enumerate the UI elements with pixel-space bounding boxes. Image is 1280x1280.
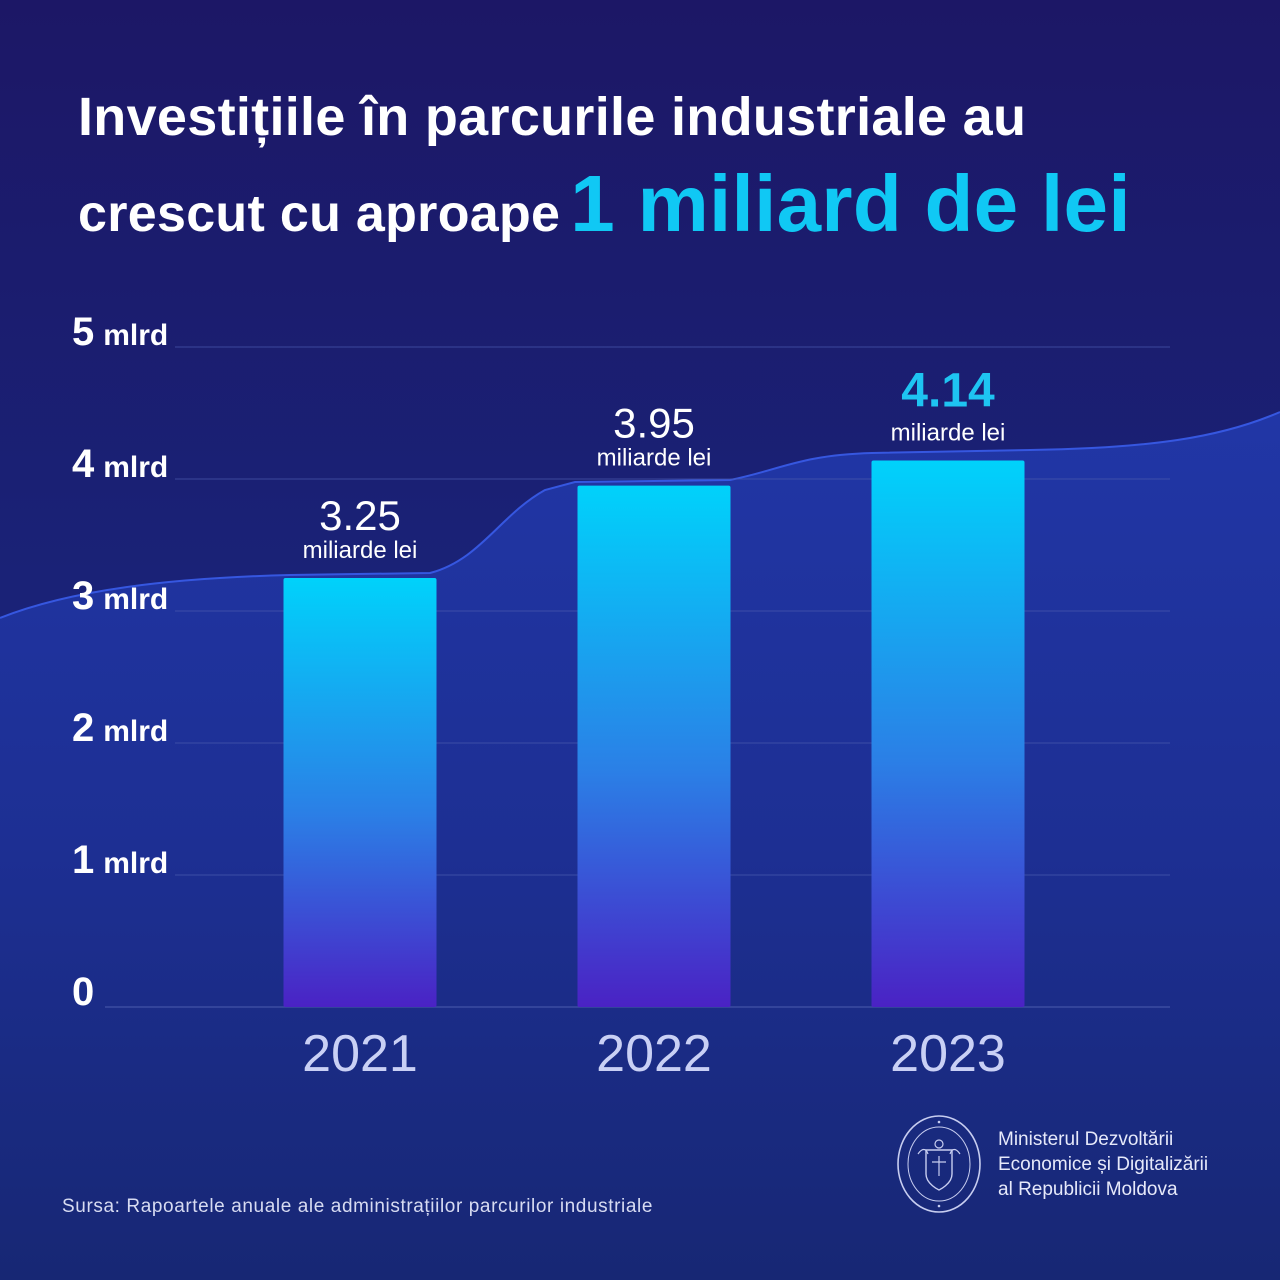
y-tick-unit: mlrd <box>103 319 168 352</box>
title-line-1: Investițiile în parcurile industriale au <box>78 87 1027 147</box>
x-tick-label-2021: 2021 <box>302 1025 418 1083</box>
bar-2022 <box>577 485 731 1008</box>
data-label-unit-2023: miliarde lei <box>891 420 1006 447</box>
y-tick-unit: mlrd <box>103 451 168 484</box>
y-tick-number: 5 <box>72 310 94 354</box>
ministry-name: Ministerul Dezvoltării Economice și Digi… <box>998 1127 1208 1202</box>
ministry-line-2: Economice și Digitalizării <box>998 1154 1209 1175</box>
title-highlight: 1 miliard de lei <box>570 159 1131 248</box>
title-line-2: crescut cu aproape 1 miliard de lei <box>78 158 1228 250</box>
y-tick-label-0: 0 <box>72 970 94 1014</box>
coat-of-arms-seal-icon <box>897 1115 981 1213</box>
y-tick-label-5: 5 mlrd <box>72 310 168 354</box>
y-tick-number: 3 <box>72 574 94 618</box>
data-label-2021: 3.25 <box>319 492 401 539</box>
title-line-2-text: crescut cu aproape <box>78 185 561 243</box>
data-label-unit-2022: miliarde lei <box>597 445 712 472</box>
y-tick-unit: mlrd <box>103 583 168 616</box>
chart-title: Investițiile în parcurile industriale au… <box>78 84 1228 250</box>
bar-2023 <box>871 460 1025 1007</box>
data-label-2023: 4.14 <box>901 365 995 418</box>
ministry-line-3: al Republicii Moldova <box>998 1179 1178 1200</box>
y-tick-number: 2 <box>72 706 94 750</box>
data-label-unit-2021: miliarde lei <box>303 537 418 564</box>
data-label-2022: 3.95 <box>613 400 695 447</box>
y-tick-number: 1 <box>72 838 94 882</box>
y-tick-unit: mlrd <box>103 715 168 748</box>
y-tick-number: 4 <box>72 442 95 486</box>
source-note: Sursa: Rapoartele anuale ale administraț… <box>62 1196 654 1217</box>
y-tick-unit: mlrd <box>103 847 168 880</box>
x-tick-label-2022: 2022 <box>596 1025 712 1083</box>
y-tick-label-4: 4 mlrd <box>72 442 168 486</box>
x-tick-label-2023: 2023 <box>890 1025 1006 1083</box>
y-tick-label-2: 2 mlrd <box>72 706 168 750</box>
y-tick-number: 0 <box>72 970 94 1014</box>
bar-2021 <box>283 578 437 1007</box>
ministry-line-1: Ministerul Dezvoltării <box>998 1129 1174 1150</box>
y-tick-label-1: 1 mlrd <box>72 838 168 882</box>
y-tick-label-3: 3 mlrd <box>72 574 168 618</box>
